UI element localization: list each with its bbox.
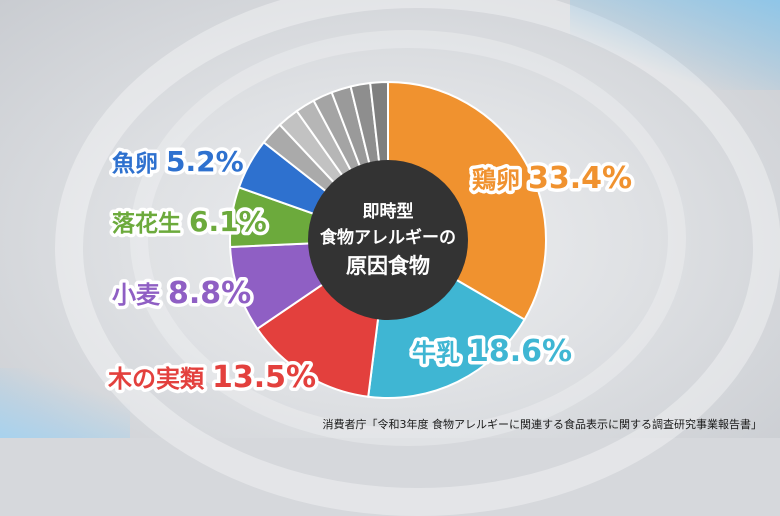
slice-label-落花生: 落花生 6.1%	[112, 205, 267, 238]
slice-label-value: 6.1%	[189, 205, 267, 238]
pie-center-disc	[308, 160, 468, 320]
slice-labels: 鶏卵 33.4% 牛乳 18.6% 木の実類 13.5% 小麦 8.8% 落花生 6.1% 魚卵 5.…	[104, 142, 636, 399]
pie-chart: 即時型 食物アレルギーの 原因食物 鶏卵 33.4% 牛乳 18.6% 木の実類 13.5…	[104, 80, 636, 399]
center-title-line-2: 食物アレルギーの	[320, 227, 456, 248]
slice-label-小麦: 小麦 8.8%	[112, 276, 251, 311]
slice-label-value: 13.5%	[212, 360, 316, 395]
slice-label-value: 8.8%	[168, 276, 251, 311]
slice-label-鶏卵: 鶏卵 33.4%	[472, 161, 632, 196]
slice-label-name: 木の実類	[107, 365, 205, 393]
corner-accent-top-right	[570, 0, 780, 90]
slice-label-name: 小麦	[112, 281, 161, 309]
slice-label-牛乳: 牛乳 18.6%	[412, 334, 572, 369]
slice-label-value: 18.6%	[468, 334, 572, 369]
center-title-line-1: 即時型	[363, 201, 414, 222]
corner-accent-bottom-left	[0, 368, 130, 438]
slice-label-value: 33.4%	[528, 161, 632, 196]
slice-label-name: 落花生	[112, 211, 181, 237]
slice-label-value: 5.2%	[166, 145, 244, 178]
source-caption: 消費者庁「令和3年度 食物アレルギーに関連する食品表示に関する調査研究事業報告書…	[322, 418, 763, 431]
slice-label-name: 牛乳	[412, 339, 460, 367]
slice-label-name: 魚卵	[112, 150, 158, 177]
slice-label-木の実類: 木の実類 13.5%	[107, 360, 316, 395]
slice-label-name: 鶏卵	[472, 166, 520, 194]
slice-label-魚卵: 魚卵 5.2%	[112, 145, 244, 178]
center-title-line-3: 原因食物	[346, 254, 430, 278]
